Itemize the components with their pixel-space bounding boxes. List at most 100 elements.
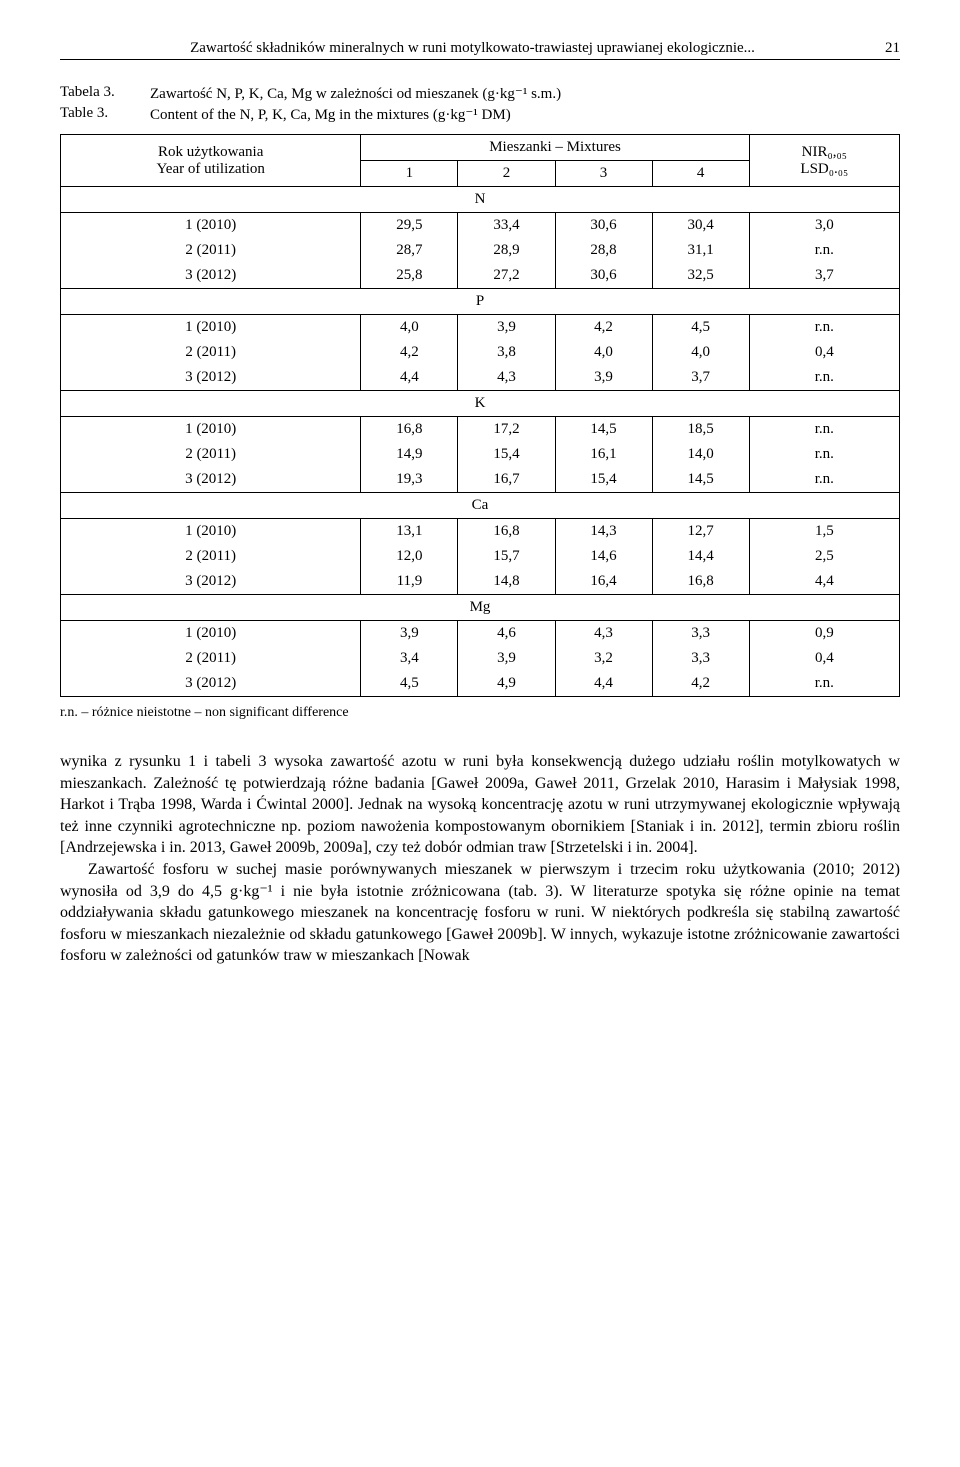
body-paragraph-2: Zawartość fosforu w suchej masie porówny… xyxy=(60,859,900,967)
cell-value: 14,9 xyxy=(361,442,458,467)
cell-value: 28,9 xyxy=(458,238,555,263)
table-row: 1 (2010)3,94,64,33,30,9 xyxy=(61,621,900,647)
cell-value: 3,9 xyxy=(361,621,458,647)
cell-year: 2 (2011) xyxy=(61,442,361,467)
table-row: 3 (2012)11,914,816,416,84,4 xyxy=(61,569,900,595)
cell-year: 2 (2011) xyxy=(61,544,361,569)
cell-value: 16,8 xyxy=(652,569,749,595)
section-label: P xyxy=(61,289,900,315)
table-row: 2 (2011)14,915,416,114,0r.n. xyxy=(61,442,900,467)
cell-value: 4,6 xyxy=(458,621,555,647)
table-row: 1 (2010)4,03,94,24,5r.n. xyxy=(61,315,900,341)
cell-value: 4,3 xyxy=(555,621,652,647)
cell-nir: r.n. xyxy=(749,417,899,443)
cell-value: 14,5 xyxy=(555,417,652,443)
cell-value: 14,0 xyxy=(652,442,749,467)
cell-value: 33,4 xyxy=(458,213,555,239)
header-nir-line1: NIR₀,₀₅ xyxy=(802,144,847,160)
cell-value: 14,5 xyxy=(652,467,749,493)
cell-year: 3 (2012) xyxy=(61,467,361,493)
cell-nir: r.n. xyxy=(749,671,899,697)
cell-year: 1 (2010) xyxy=(61,213,361,239)
cell-value: 4,4 xyxy=(555,671,652,697)
table-row: 2 (2011)4,23,84,04,00,4 xyxy=(61,340,900,365)
cell-value: 16,1 xyxy=(555,442,652,467)
body-paragraph-1: wynika z rysunku 1 i tabeli 3 wysoka zaw… xyxy=(60,751,900,859)
cell-value: 4,3 xyxy=(458,365,555,391)
table-row: 3 (2012)4,54,94,44,2r.n. xyxy=(61,671,900,697)
cell-year: 1 (2010) xyxy=(61,519,361,545)
header-nir-line2: LSD₀.₀₅ xyxy=(800,161,848,177)
cell-value: 14,4 xyxy=(652,544,749,569)
header-year-en: Year of utilization xyxy=(156,161,264,177)
header-year: Rok użytkowania Year of utilization xyxy=(61,135,361,187)
table-row: 3 (2012)25,827,230,632,53,7 xyxy=(61,263,900,289)
cell-value: 18,5 xyxy=(652,417,749,443)
table-caption: Tabela 3. Zawartość N, P, K, Ca, Mg w za… xyxy=(60,84,900,124)
cell-value: 17,2 xyxy=(458,417,555,443)
cell-nir: 0,4 xyxy=(749,340,899,365)
cell-nir: r.n. xyxy=(749,238,899,263)
cell-value: 3,9 xyxy=(458,315,555,341)
cell-value: 4,5 xyxy=(361,671,458,697)
caption-text-pl: Zawartość N, P, K, Ca, Mg w zależności o… xyxy=(150,84,561,103)
cell-nir: r.n. xyxy=(749,467,899,493)
cell-value: 16,8 xyxy=(361,417,458,443)
header-mixtures: Mieszanki – Mixtures xyxy=(361,135,749,161)
cell-value: 4,0 xyxy=(652,340,749,365)
table-row: 1 (2010)16,817,214,518,5r.n. xyxy=(61,417,900,443)
mineral-content-table: Rok użytkowania Year of utilization Mies… xyxy=(60,134,900,697)
header-mix-4: 4 xyxy=(652,161,749,187)
cell-year: 3 (2012) xyxy=(61,569,361,595)
cell-nir: 2,5 xyxy=(749,544,899,569)
cell-value: 25,8 xyxy=(361,263,458,289)
cell-value: 30,6 xyxy=(555,263,652,289)
cell-nir: 3,0 xyxy=(749,213,899,239)
caption-label-en: Table 3. xyxy=(60,105,150,124)
cell-nir: r.n. xyxy=(749,365,899,391)
cell-value: 4,2 xyxy=(555,315,652,341)
cell-value: 30,4 xyxy=(652,213,749,239)
cell-value: 12,0 xyxy=(361,544,458,569)
cell-value: 15,7 xyxy=(458,544,555,569)
table-row: 3 (2012)4,44,33,93,7r.n. xyxy=(61,365,900,391)
cell-value: 4,9 xyxy=(458,671,555,697)
cell-nir: 0,4 xyxy=(749,646,899,671)
header-year-pl: Rok użytkowania xyxy=(158,144,263,160)
table-row: 2 (2011)12,015,714,614,42,5 xyxy=(61,544,900,569)
cell-value: 15,4 xyxy=(458,442,555,467)
cell-value: 15,4 xyxy=(555,467,652,493)
cell-value: 13,1 xyxy=(361,519,458,545)
running-title: Zawartość składników mineralnych w runi … xyxy=(190,40,755,56)
cell-year: 2 (2011) xyxy=(61,646,361,671)
cell-value: 14,6 xyxy=(555,544,652,569)
cell-nir: r.n. xyxy=(749,442,899,467)
cell-value: 4,0 xyxy=(361,315,458,341)
caption-text-en: Content of the N, P, K, Ca, Mg in the mi… xyxy=(150,105,511,124)
table-row: 1 (2010)29,533,430,630,43,0 xyxy=(61,213,900,239)
cell-value: 3,8 xyxy=(458,340,555,365)
cell-year: 1 (2010) xyxy=(61,621,361,647)
cell-value: 19,3 xyxy=(361,467,458,493)
header-mix-3: 3 xyxy=(555,161,652,187)
table-row: 2 (2011)28,728,928,831,1r.n. xyxy=(61,238,900,263)
cell-year: 3 (2012) xyxy=(61,263,361,289)
section-label: Mg xyxy=(61,595,900,621)
cell-value: 3,2 xyxy=(555,646,652,671)
table-row: 2 (2011)3,43,93,23,30,4 xyxy=(61,646,900,671)
cell-value: 3,3 xyxy=(652,646,749,671)
cell-nir: 3,7 xyxy=(749,263,899,289)
running-head: Zawartość składników mineralnych w runi … xyxy=(60,40,900,60)
cell-value: 3,3 xyxy=(652,621,749,647)
cell-nir: 4,4 xyxy=(749,569,899,595)
table-footnote: r.n. – różnice nieistotne – non signific… xyxy=(60,705,900,721)
cell-value: 4,4 xyxy=(361,365,458,391)
cell-value: 3,9 xyxy=(458,646,555,671)
cell-year: 2 (2011) xyxy=(61,238,361,263)
cell-value: 3,7 xyxy=(652,365,749,391)
cell-nir: 1,5 xyxy=(749,519,899,545)
cell-nir: 0,9 xyxy=(749,621,899,647)
cell-year: 1 (2010) xyxy=(61,417,361,443)
header-mix-2: 2 xyxy=(458,161,555,187)
header-nir: NIR₀,₀₅ LSD₀.₀₅ xyxy=(749,135,899,187)
